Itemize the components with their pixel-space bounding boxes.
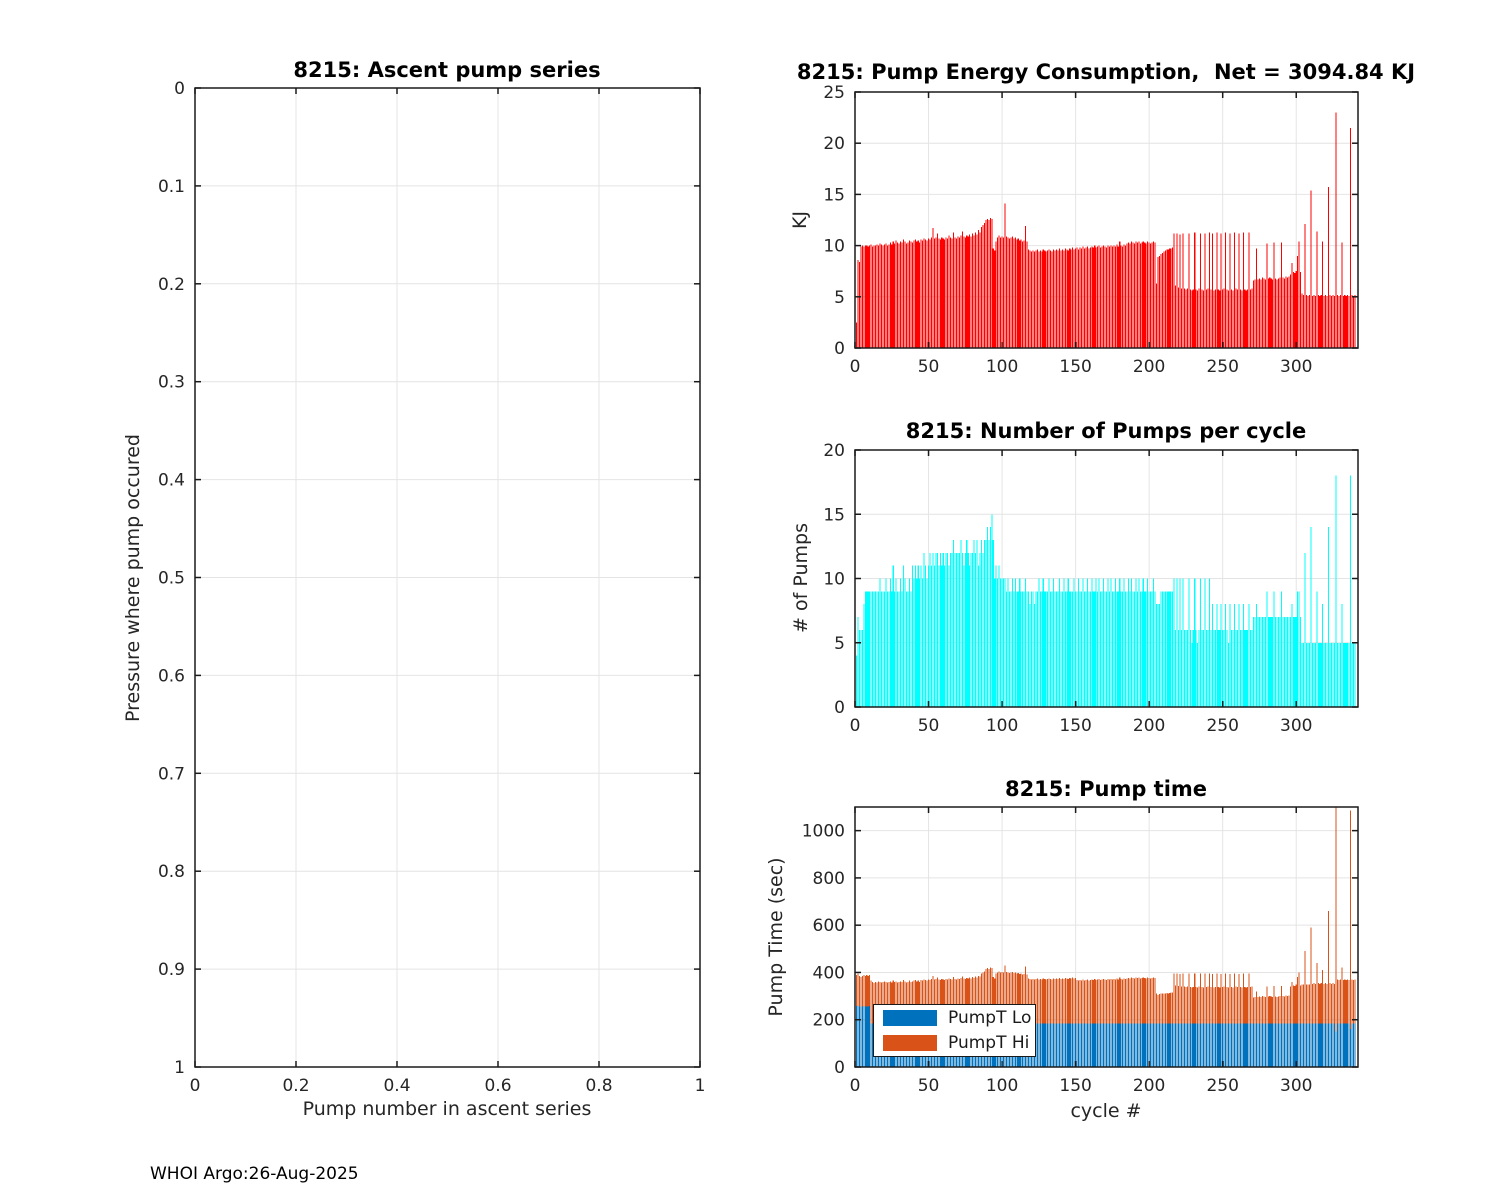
svg-text:100: 100	[986, 1076, 1018, 1096]
svg-text:100: 100	[986, 357, 1018, 377]
ascent-title: 8215: Ascent pump series	[293, 58, 601, 82]
pumps-plot: 0 50 100 150 200 250 300 0 5 10 15 20	[823, 441, 1359, 736]
pump-time-legend[interactable]: PumpT Lo PumpT Hi	[873, 1004, 1036, 1057]
svg-text:150: 150	[1059, 716, 1091, 736]
pump-time-ylabel: Pump Time (sec)	[765, 857, 787, 1017]
svg-text:0: 0	[190, 1076, 201, 1096]
svg-text:150: 150	[1059, 1076, 1091, 1096]
svg-text:10: 10	[823, 237, 845, 257]
svg-text:0.6: 0.6	[484, 1076, 511, 1096]
svg-text:15: 15	[823, 505, 845, 525]
pumpt-hi-swatch	[883, 1035, 937, 1051]
svg-text:0: 0	[834, 339, 845, 359]
svg-text:600: 600	[813, 916, 845, 936]
svg-text:0: 0	[174, 79, 185, 99]
energy-ylabel: KJ	[789, 210, 811, 230]
svg-text:20: 20	[823, 441, 845, 461]
svg-text:800: 800	[813, 869, 845, 889]
svg-text:150: 150	[1059, 357, 1091, 377]
svg-text:0.2: 0.2	[158, 275, 185, 295]
svg-text:5: 5	[834, 288, 845, 308]
svg-text:50: 50	[918, 1076, 940, 1096]
pump-time-title: 8215: Pump time	[1004, 777, 1208, 801]
cycle-xlabel: cycle #	[1070, 1100, 1142, 1122]
pumpt-lo-swatch	[883, 1010, 937, 1026]
svg-text:200: 200	[813, 1011, 845, 1031]
svg-text:100: 100	[986, 716, 1018, 736]
svg-text:10: 10	[823, 570, 845, 590]
svg-text:250: 250	[1206, 357, 1238, 377]
svg-text:0.9: 0.9	[158, 960, 185, 980]
svg-text:0: 0	[850, 716, 861, 736]
svg-text:300: 300	[1280, 357, 1312, 377]
svg-text:0.8: 0.8	[585, 1076, 612, 1096]
svg-text:0: 0	[850, 357, 861, 377]
svg-text:0.2: 0.2	[282, 1076, 309, 1096]
svg-text:0.6: 0.6	[158, 666, 185, 686]
svg-text:5: 5	[834, 634, 845, 654]
svg-text:250: 250	[1206, 1076, 1238, 1096]
svg-text:50: 50	[918, 357, 940, 377]
svg-text:50: 50	[918, 716, 940, 736]
svg-text:1: 1	[695, 1076, 706, 1096]
svg-text:25: 25	[823, 83, 845, 103]
svg-text:0: 0	[850, 1076, 861, 1096]
pumps-title: 8215: Number of Pumps per cycle	[905, 419, 1307, 443]
svg-text:200: 200	[1133, 357, 1165, 377]
svg-text:300: 300	[1280, 1076, 1312, 1096]
pumps-ylabel: # of Pumps	[790, 523, 812, 633]
svg-text:300: 300	[1280, 716, 1312, 736]
figure-footer: WHOI Argo:26-Aug-2025	[150, 1164, 359, 1184]
ascent-xlabel: Pump number in ascent series	[302, 1098, 592, 1120]
pumpt-lo-label: PumpT Lo	[948, 1008, 1032, 1028]
svg-text:15: 15	[823, 185, 845, 205]
svg-text:0.8: 0.8	[158, 862, 185, 882]
svg-text:200: 200	[1133, 716, 1165, 736]
svg-text:0.7: 0.7	[158, 764, 185, 784]
svg-text:400: 400	[813, 963, 845, 983]
ascent-ylabel: Pressure where pump occured	[122, 434, 144, 722]
svg-text:1: 1	[174, 1058, 185, 1078]
legend-item-pumpt-lo: PumpT Lo	[874, 1007, 1035, 1029]
pump-time-plot: 0 50 100 150 200 250 300 0 200 400 600 800 1000	[802, 806, 1359, 1096]
svg-text:250: 250	[1206, 716, 1238, 736]
svg-text:0.4: 0.4	[158, 471, 185, 491]
svg-text:200: 200	[1133, 1076, 1165, 1096]
legend-item-pumpt-hi: PumpT Hi	[874, 1032, 1035, 1054]
svg-text:0.3: 0.3	[158, 373, 185, 393]
svg-text:20: 20	[823, 134, 845, 154]
energy-title: 8215: Pump Energy Consumption, Net = 309…	[796, 60, 1416, 84]
energy-plot: 0 50 100 150 200 250 300 0 5 10 15 20 25	[823, 83, 1359, 377]
svg-text:1000: 1000	[802, 822, 845, 842]
svg-text:0.5: 0.5	[158, 569, 185, 589]
pumpt-hi-label: PumpT Hi	[948, 1033, 1030, 1053]
svg-text:0.1: 0.1	[158, 177, 185, 197]
svg-text:0.4: 0.4	[383, 1076, 410, 1096]
ascent-plot: 0 0.2 0.4 0.6 0.8 100.10.20.30.40.50.60.70.80…	[158, 79, 705, 1096]
svg-text:0: 0	[834, 1058, 845, 1078]
svg-text:0: 0	[834, 698, 845, 718]
